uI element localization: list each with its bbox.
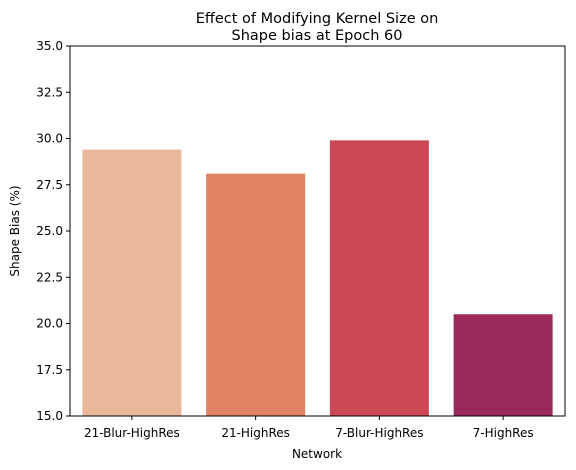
y-tick-label: 22.5 [36,270,63,284]
y-tick-label: 25.0 [36,224,63,238]
chart-title-line-1: Effect of Modifying Kernel Size on [196,11,439,27]
bar-21-blur-highres [82,149,182,416]
y-tick-label: 30.0 [36,132,63,146]
x-axis-label: Network [292,447,342,461]
y-tick-label: 15.0 [36,409,63,423]
y-tick-label: 27.5 [36,178,63,192]
y-axis-ticks: 15.0 17.5 20.0 22.5 25.0 27.5 30.0 32.5 35.0 [36,39,70,423]
y-tick-label: 17.5 [36,363,63,377]
bars-group [82,140,553,416]
x-tick-label: 7-HighRes [473,426,534,440]
y-tick-label: 32.5 [36,85,63,99]
x-axis-ticks: 21-Blur-HighRes 21-HighRes 7-Blur-HighRes 7… [84,416,534,440]
y-tick-label: 20.0 [36,317,63,331]
x-tick-label: 21-HighRes [221,426,290,440]
bar-7-highres [453,314,553,416]
y-axis-label: Shape Bias (%) [8,185,22,276]
bar-21-highres [206,173,306,416]
chart-title: Effect of Modifying Kernel Size on Shape… [196,11,439,44]
y-tick-label: 35.0 [36,39,63,53]
bar-7-blur-highres [329,140,429,416]
chart-title-line-2: Shape bias at Epoch 60 [232,28,403,44]
x-tick-label: 7-Blur-HighRes [335,426,423,440]
plot-area-frame [69,45,566,417]
x-tick-label: 21-Blur-HighRes [84,426,180,440]
